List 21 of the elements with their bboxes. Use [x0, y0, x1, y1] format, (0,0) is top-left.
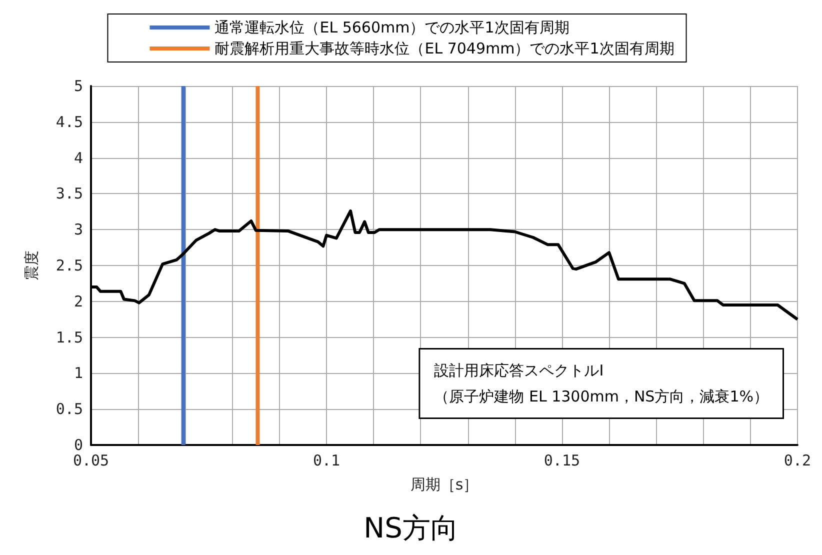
- y-tick-label: 3.5: [56, 184, 83, 203]
- x-axis-title: 周期［s］: [410, 476, 478, 494]
- y-tick-label: 1: [74, 364, 83, 382]
- y-tick-label: 3: [74, 220, 83, 239]
- x-tick-label: 0.1: [312, 452, 340, 470]
- y-tick-label: 5: [74, 77, 83, 95]
- y-tick-label: 4.5: [56, 112, 83, 131]
- legend-label: 耐震解析用重大事故等時水位（EL 7049mm）での水平1次固有周期: [214, 40, 674, 58]
- y-tick-label: 1.5: [56, 328, 83, 346]
- x-tick-label: 0.2: [784, 452, 811, 470]
- y-tick-label: 0.5: [56, 400, 83, 418]
- annotation: 設計用床応答スペクトルⅠ （原子炉建物 EL 1300mm，NS方向，減衰1%）: [434, 362, 769, 406]
- y-tick-label: 2.5: [56, 256, 83, 274]
- y-tick-label: 2: [74, 292, 83, 310]
- x-tick-label: 0.15: [544, 452, 580, 470]
- y-axis-title: 震度: [22, 250, 40, 280]
- y-tick-label: 4: [74, 148, 83, 167]
- x-tick-label: 0.05: [72, 452, 110, 470]
- text: NS方向: [364, 512, 458, 544]
- legend-label: 通常運転水位（EL 5660mm）での水平1次固有周期: [214, 18, 570, 36]
- y-tick-label: 0: [74, 436, 83, 454]
